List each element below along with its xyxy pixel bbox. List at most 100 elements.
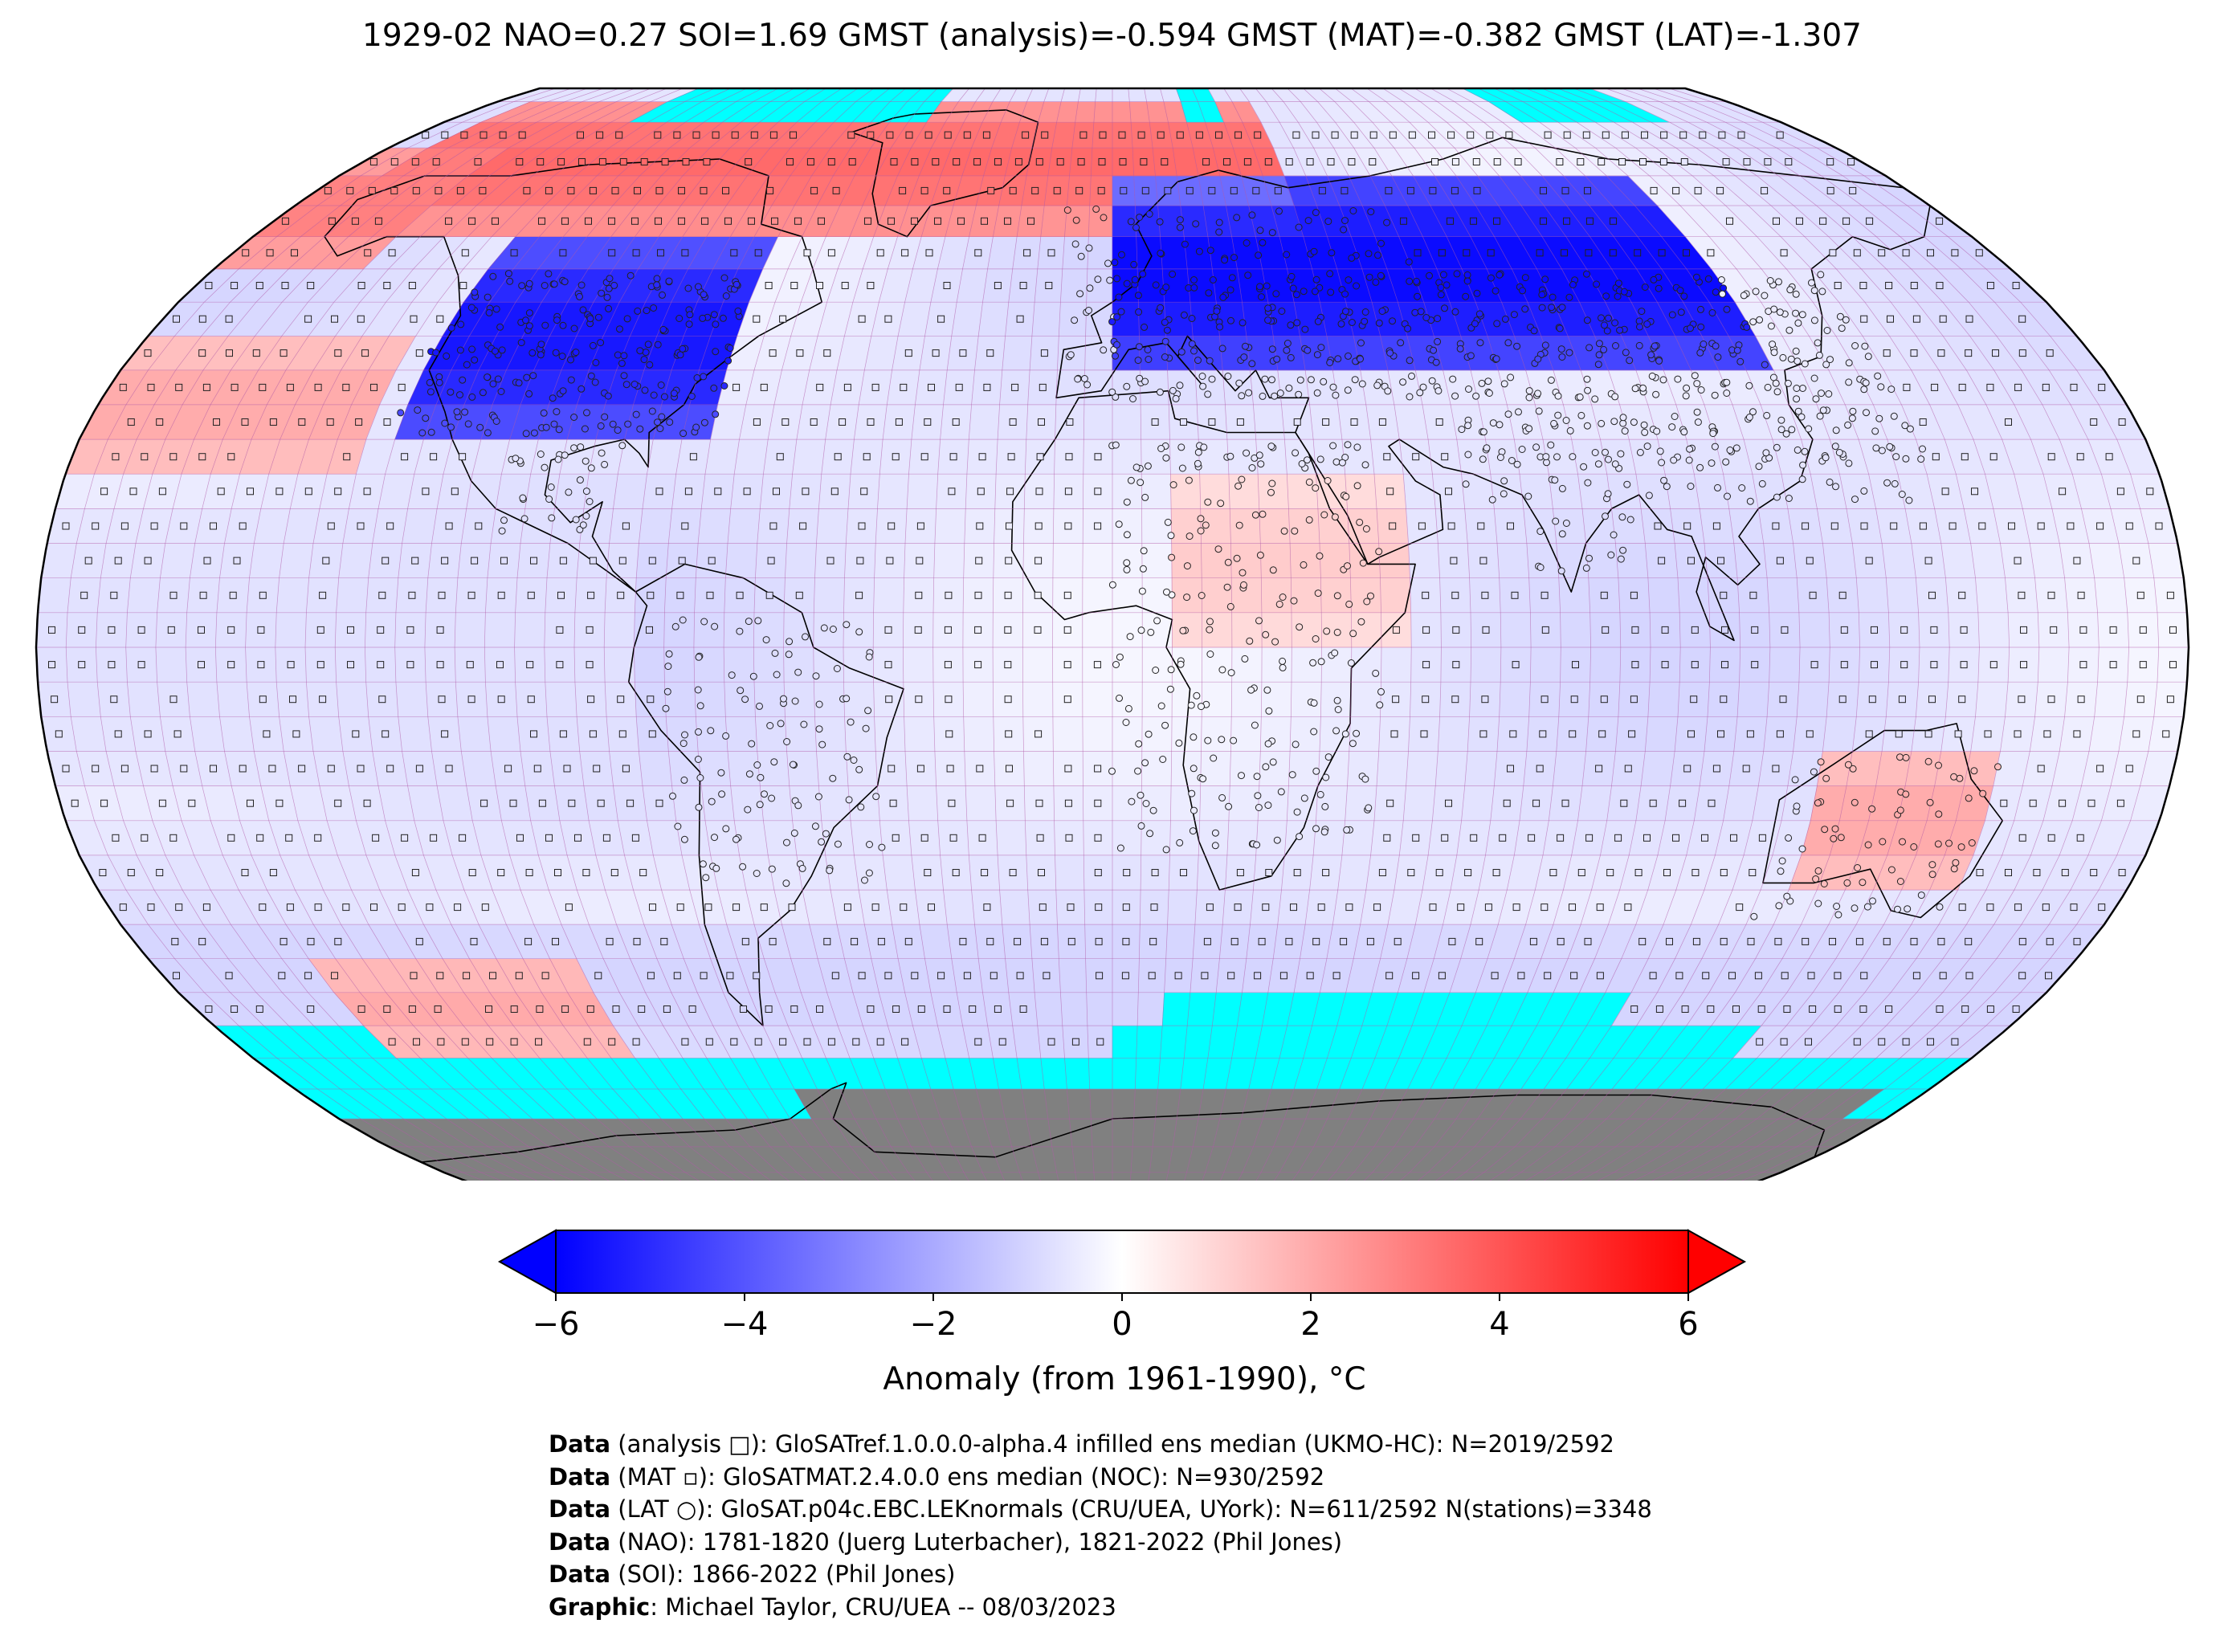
station-circle <box>1127 476 1135 484</box>
station-circle <box>1584 479 1592 487</box>
station-circle <box>1194 459 1202 467</box>
analysis-square <box>963 972 971 980</box>
analysis-square <box>467 695 475 704</box>
analysis-square <box>1932 453 1940 461</box>
analysis-square <box>732 904 741 912</box>
station-circle <box>464 420 472 428</box>
station-circle <box>1348 319 1356 326</box>
station-circle <box>1722 458 1730 466</box>
analysis-square <box>647 695 655 704</box>
grid-cell <box>1112 820 1142 856</box>
analysis-square <box>1006 799 1014 807</box>
grid-cell <box>127 577 161 614</box>
station-circle <box>1723 305 1731 313</box>
station-circle <box>1147 628 1155 636</box>
grid-cell <box>1231 647 1263 683</box>
analysis-square <box>586 626 594 634</box>
analysis-square <box>1412 834 1420 842</box>
analysis-square <box>1234 904 1242 912</box>
station-circle <box>1334 355 1342 363</box>
analysis-square <box>1569 730 1577 738</box>
grid-cell <box>821 820 855 856</box>
station-circle <box>681 731 688 739</box>
station-circle <box>471 356 479 364</box>
station-circle <box>1176 838 1184 846</box>
grid-cell <box>457 716 492 752</box>
analysis-square <box>173 972 180 980</box>
station-circle <box>1696 463 1704 471</box>
station-circle <box>722 292 730 300</box>
analysis-square <box>1312 937 1320 945</box>
station-circle <box>1743 323 1751 331</box>
station-circle <box>684 284 692 292</box>
analysis-square <box>769 522 777 530</box>
analysis-square <box>1730 834 1737 842</box>
station-circle <box>1619 546 1627 554</box>
analysis-square <box>524 937 533 945</box>
station-circle <box>650 304 658 312</box>
station-circle <box>1206 247 1214 255</box>
analysis-square <box>1928 591 1936 599</box>
station-circle <box>567 356 574 364</box>
analysis-square <box>1407 869 1415 876</box>
station-circle <box>1162 283 1170 292</box>
station-circle <box>1844 421 1852 429</box>
analysis-square <box>1385 972 1394 980</box>
analysis-square <box>535 1038 542 1046</box>
station-circle <box>1869 897 1876 905</box>
analysis-square <box>587 695 595 704</box>
analysis-square <box>1487 249 1495 257</box>
grid-cell <box>1040 1058 1067 1090</box>
analysis-square <box>541 972 549 980</box>
station-circle <box>1139 565 1147 573</box>
grid-cell <box>1056 1172 1079 1181</box>
station-circle <box>582 457 590 465</box>
station-circle <box>659 325 667 333</box>
grid-cell <box>1345 785 1377 822</box>
analysis-square <box>1717 557 1724 565</box>
station-circle <box>1902 753 1910 761</box>
grid-cell <box>1822 543 1857 579</box>
analysis-square <box>377 661 385 669</box>
station-circle <box>542 423 550 431</box>
station-circle <box>1686 445 1694 453</box>
analysis-square <box>1350 418 1358 426</box>
analysis-square <box>2096 522 2104 530</box>
analysis-square <box>1227 972 1235 980</box>
analysis-square <box>361 349 369 357</box>
station-circle <box>1611 319 1619 327</box>
station-circle <box>587 372 595 380</box>
analysis-square <box>561 1005 569 1013</box>
analysis-square <box>119 383 127 391</box>
analysis-square <box>1262 904 1270 912</box>
analysis-square <box>1865 730 1873 738</box>
grid-cell <box>520 508 555 544</box>
station-circle <box>570 324 578 332</box>
analysis-square <box>226 349 233 357</box>
station-circle <box>1225 802 1233 810</box>
analysis-square <box>470 937 478 945</box>
station-circle <box>609 420 617 428</box>
analysis-square <box>676 904 684 912</box>
analysis-square <box>911 972 919 980</box>
analysis-square <box>1043 972 1051 980</box>
analysis-square <box>916 557 924 565</box>
analysis-square <box>454 904 462 912</box>
station-circle <box>696 702 704 710</box>
grid-cell <box>904 716 936 752</box>
analysis-square <box>1691 869 1700 876</box>
station-circle <box>517 339 525 347</box>
analysis-square <box>2046 349 2054 357</box>
analysis-square <box>1180 869 1187 876</box>
station-circle <box>737 687 745 695</box>
analysis-square <box>2132 730 2140 738</box>
analysis-square <box>743 487 751 496</box>
grid-cell <box>1171 543 1202 579</box>
station-circle <box>1810 374 1818 382</box>
station-circle <box>582 512 590 520</box>
station-circle <box>1123 559 1131 567</box>
analysis-square <box>1422 591 1430 599</box>
analysis-square <box>1481 695 1489 704</box>
analysis-square <box>1094 453 1102 461</box>
station-circle <box>878 843 886 851</box>
